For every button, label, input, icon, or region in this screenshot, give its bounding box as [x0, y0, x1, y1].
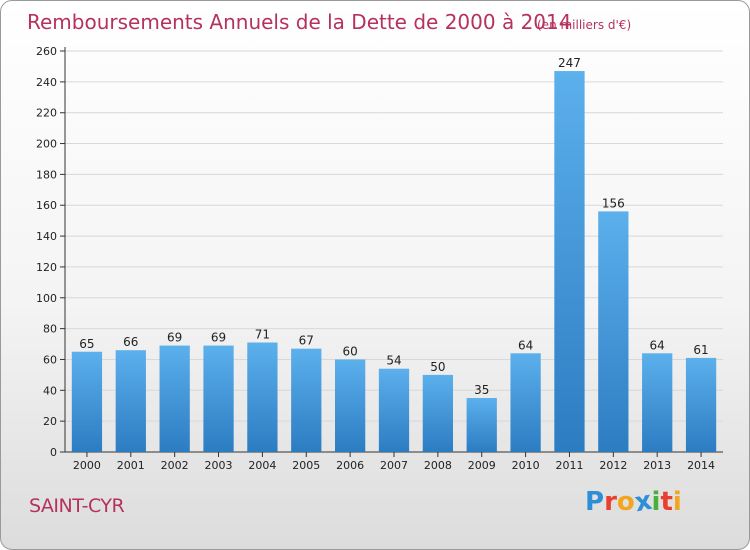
x-tick-label: 2003: [205, 459, 233, 472]
y-tick-label: 120: [36, 261, 57, 274]
x-tick-label: 2001: [117, 459, 145, 472]
bar-2003: [203, 345, 234, 452]
value-label-2013: 64: [650, 338, 665, 352]
x-tick-label: 2008: [424, 459, 452, 472]
value-label-2002: 69: [167, 331, 182, 345]
bar-2013: [642, 353, 673, 452]
y-tick-label: 40: [43, 384, 57, 397]
y-tick-label: 0: [50, 446, 57, 459]
bar-2009: [466, 398, 497, 452]
x-tick-label: 2007: [380, 459, 408, 472]
bar-2004: [247, 342, 278, 452]
x-tick-label: 2013: [643, 459, 671, 472]
y-tick-label: 60: [43, 353, 57, 366]
logo-letter: i: [672, 487, 682, 517]
y-tick-label: 20: [43, 415, 57, 428]
y-tick-label: 140: [36, 230, 57, 243]
bar-2002: [159, 345, 190, 452]
x-tick-label: 2009: [468, 459, 496, 472]
x-tick-label: 2005: [292, 459, 320, 472]
value-label-2006: 60: [342, 344, 357, 358]
logo-letter: r: [604, 487, 617, 517]
x-tick-label: 2014: [687, 459, 715, 472]
value-label-2011: 247: [558, 56, 581, 70]
x-tick-label: 2002: [161, 459, 189, 472]
value-label-2008: 50: [430, 360, 445, 374]
chart-title: Remboursements Annuels de la Dette de 20…: [27, 10, 571, 34]
value-labels: 65 66 69 69 71 67 60 54 50 35 64 247 156 64 61: [79, 56, 708, 397]
x-tick-label: 2011: [555, 459, 583, 472]
bar-2011: [554, 71, 585, 453]
x-axis-ticks: 2000 2001 2002 2003 2004 2005 2006 2007 2008 2009…: [73, 452, 715, 472]
value-label-2000: 65: [79, 337, 94, 351]
y-tick-label: 160: [36, 199, 57, 212]
value-label-2001: 66: [123, 335, 138, 349]
bar-2005: [291, 348, 322, 452]
bar-2007: [378, 368, 410, 452]
value-label-2005: 67: [299, 334, 314, 348]
bar-2008: [422, 374, 454, 452]
y-tick-label: 80: [43, 323, 57, 336]
value-label-2010: 64: [518, 338, 533, 352]
proxiti-logo[interactable]: Proxiti: [585, 486, 682, 518]
x-tick-label: 2012: [599, 459, 627, 472]
x-tick-label: 2006: [336, 459, 364, 472]
y-tick-label: 240: [36, 76, 57, 89]
value-label-2004: 71: [255, 327, 270, 341]
value-label-2003: 69: [211, 331, 226, 345]
logo-letter: t: [660, 487, 673, 517]
bars: [71, 71, 717, 453]
value-label-2009: 35: [474, 383, 489, 397]
bar-2010: [510, 353, 541, 452]
y-tick-label: 220: [36, 107, 57, 120]
bar-2006: [334, 359, 366, 452]
y-tick-label: 260: [36, 45, 57, 58]
bar-chart: Remboursements Annuels de la Dette de 20…: [27, 10, 723, 472]
y-tick-label: 100: [36, 292, 57, 305]
bar-2014: [685, 357, 717, 452]
y-tick-label: 180: [36, 168, 57, 181]
value-label-2014: 61: [693, 343, 708, 357]
y-axis-ticks: 0 20 40 60 80 100 120 140 160 180 200 220 240 260: [36, 45, 65, 459]
bar-2001: [115, 350, 146, 452]
x-tick-label: 2010: [512, 459, 540, 472]
chart-subtitle: (en milliers d'€): [537, 18, 631, 32]
bar-2012: [598, 211, 629, 452]
y-tick-label: 200: [36, 138, 57, 151]
town-name: SAINT-CYR: [29, 495, 125, 517]
x-tick-label: 2004: [248, 459, 276, 472]
logo-letter: o: [616, 487, 635, 517]
logo-letter: P: [585, 487, 605, 517]
bar-2000: [71, 351, 103, 452]
logo-letter: i: [651, 487, 661, 517]
value-label-2012: 156: [602, 196, 625, 210]
value-label-2007: 54: [386, 354, 401, 368]
x-tick-label: 2000: [73, 459, 101, 472]
